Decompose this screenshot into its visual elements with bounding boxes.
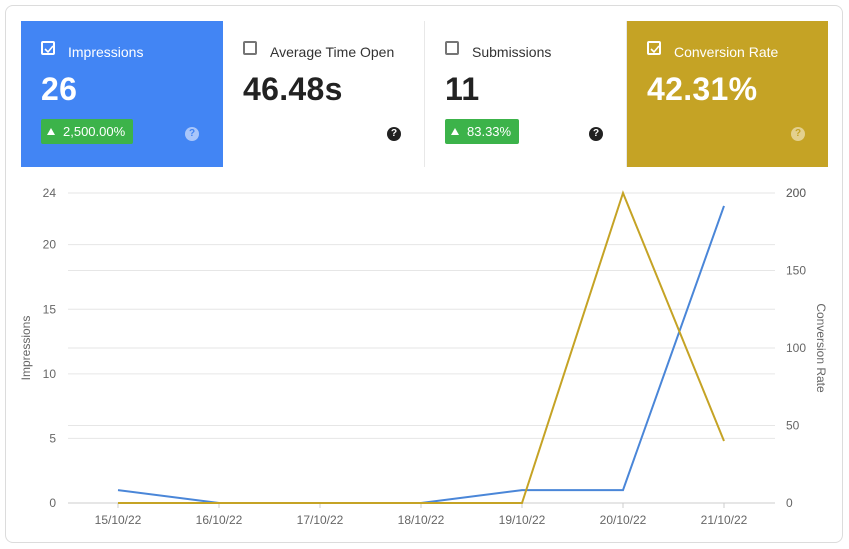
y2-tick-label: 200: [786, 186, 806, 200]
chart-grid: [68, 192, 775, 504]
tile-label: Average Time Open: [270, 44, 395, 60]
average-time-open-checkbox[interactable]: [243, 41, 257, 55]
check-icon: [44, 45, 54, 54]
tile-impressions[interactable]: Impressions 26 2,500.00% ?: [21, 21, 223, 167]
change-value: 2,500.00%: [63, 124, 126, 139]
x-tick-label: 16/10/22: [196, 513, 243, 527]
chart-series: [117, 190, 725, 504]
x-tick-label: 15/10/22: [95, 513, 142, 527]
tile-label: Conversion Rate: [674, 44, 779, 60]
tile-value: 11: [445, 71, 480, 107]
tile-average-time-open[interactable]: Average Time Open 46.48s ?: [223, 21, 425, 167]
tile-conversion-rate[interactable]: Conversion Rate 42.31% ?: [627, 21, 828, 167]
tile-value: 42.31%: [647, 71, 758, 107]
tile-submissions[interactable]: Submissions 11 83.33% ?: [425, 21, 627, 167]
arrow-up-icon: [47, 128, 55, 135]
series-line-impressions: [117, 205, 725, 504]
y2-tick-label: 150: [786, 264, 806, 278]
x-tick-label: 17/10/22: [297, 513, 344, 527]
tile-label: Submissions: [472, 44, 552, 60]
help-icon[interactable]: ?: [791, 127, 805, 141]
y-tick-label: 10: [43, 367, 57, 381]
arrow-up-icon: [451, 128, 459, 135]
help-icon[interactable]: ?: [387, 127, 401, 141]
y-axis-label: Impressions: [19, 316, 33, 381]
y2-tick-label: 50: [786, 419, 800, 433]
y2-tick-label: 200: [786, 186, 806, 200]
y-tick-label: 15: [43, 302, 57, 316]
change-badge: 2,500.00%: [41, 119, 134, 144]
submissions-checkbox[interactable]: [445, 41, 459, 55]
conversion-rate-checkbox[interactable]: [647, 41, 661, 55]
check-icon: [650, 45, 660, 54]
help-icon[interactable]: ?: [589, 127, 603, 141]
x-tick-label: 20/10/22: [600, 513, 647, 527]
y-tick-label: 20: [43, 238, 57, 252]
series-line-conversion-rate: [118, 190, 725, 504]
tile-label: Impressions: [68, 44, 144, 60]
change-value: 83.33%: [467, 124, 512, 139]
y-tick-label: 24: [43, 186, 57, 200]
y2-axis-label: Conversion Rate: [814, 303, 828, 393]
y2-tick-label: 0: [786, 496, 793, 510]
x-tick-label: 18/10/22: [398, 513, 445, 527]
y-tick-label: 0: [49, 496, 56, 510]
x-tick-label: 21/10/22: [701, 513, 748, 527]
help-icon[interactable]: ?: [185, 127, 199, 141]
x-tick-label: 19/10/22: [499, 513, 546, 527]
metric-tiles: Impressions 26 2,500.00% ? Average Time …: [21, 21, 828, 167]
change-badge: 83.33%: [445, 119, 520, 144]
tile-value: 26: [41, 71, 78, 107]
tile-value: 46.48s: [243, 71, 343, 107]
y-tick-label: 5: [49, 431, 56, 445]
y2-tick-label: 100: [786, 341, 806, 355]
impressions-checkbox[interactable]: [41, 41, 55, 55]
